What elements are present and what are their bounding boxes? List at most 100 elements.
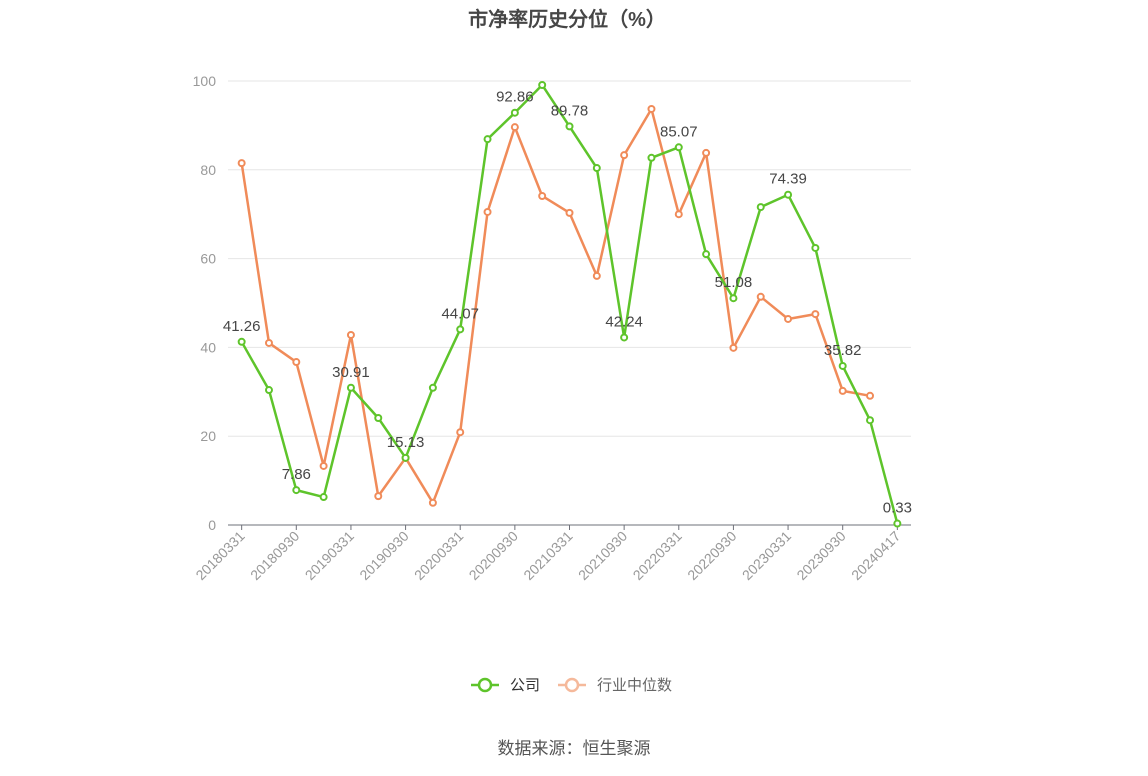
series-line — [240, 83, 899, 524]
data-point[interactable] — [866, 416, 875, 425]
x-tick-label: 20180930 — [247, 528, 303, 584]
y-tick-label: 60 — [200, 251, 216, 267]
data-labels: 41.26 7.86 30.91 15.13 44.07 92.86 89.78 42.24 8… — [223, 89, 912, 517]
data-point[interactable] — [784, 190, 793, 199]
series-lines — [237, 80, 902, 528]
data-point[interactable] — [483, 135, 492, 144]
legend-circle-icon — [564, 677, 580, 693]
data-point[interactable] — [565, 208, 574, 217]
data-point[interactable] — [811, 310, 820, 319]
x-tick-label: 20220930 — [684, 528, 740, 584]
x-tick-label: 20210331 — [520, 528, 576, 584]
data-point[interactable] — [264, 338, 273, 347]
data-point[interactable] — [702, 250, 711, 259]
x-tick-label: 20220331 — [630, 528, 686, 584]
data-point[interactable] — [592, 164, 601, 173]
data-point[interactable] — [428, 498, 437, 507]
data-point[interactable] — [264, 386, 273, 395]
data-point[interactable] — [756, 292, 765, 301]
data-point[interactable] — [538, 191, 547, 200]
data-point[interactable] — [483, 207, 492, 216]
y-tick-label: 20 — [200, 428, 216, 444]
legend-item-company[interactable]: 公司 — [471, 677, 540, 694]
data-point[interactable] — [292, 358, 301, 367]
data-label: 89.78 — [551, 102, 589, 119]
data-label: 44.07 — [441, 305, 479, 322]
data-point[interactable] — [565, 122, 574, 131]
data-label: 74.39 — [769, 171, 807, 188]
data-point[interactable] — [456, 325, 465, 334]
legend-item-industry-median[interactable]: 行业中位数 — [558, 677, 672, 694]
data-source-note: 数据来源：恒生聚源 — [498, 739, 651, 758]
data-point[interactable] — [292, 486, 301, 495]
data-point[interactable] — [647, 104, 656, 113]
chart-title: 市净率历史分位（%） — [468, 7, 666, 31]
data-point[interactable] — [620, 151, 629, 160]
data-label: 42.24 — [605, 313, 643, 330]
legend-label-company: 公司 — [510, 677, 540, 694]
data-label: 0.33 — [883, 500, 912, 517]
data-point[interactable] — [319, 493, 328, 502]
x-tick-label: 20200331 — [411, 528, 467, 584]
data-point[interactable] — [674, 210, 683, 219]
data-point[interactable] — [237, 159, 246, 168]
data-point[interactable] — [729, 343, 738, 352]
data-point[interactable] — [510, 108, 519, 117]
legend-marker-industry-median — [558, 677, 586, 693]
data-point[interactable] — [838, 361, 847, 370]
data-point[interactable] — [784, 314, 793, 323]
data-label: 92.86 — [496, 89, 534, 106]
data-point[interactable] — [756, 203, 765, 212]
data-label: 85.07 — [660, 123, 698, 140]
gridlines — [228, 80, 911, 526]
data-point[interactable] — [346, 330, 355, 339]
x-tick-label: 20210930 — [575, 528, 631, 584]
series-0 — [237, 80, 902, 528]
data-label: 7.86 — [282, 466, 311, 483]
legend-marker-company — [471, 677, 499, 693]
data-point[interactable] — [811, 243, 820, 252]
data-label: 41.26 — [223, 318, 261, 335]
y-tick-label: 80 — [200, 162, 216, 178]
data-point[interactable] — [401, 453, 410, 462]
data-point[interactable] — [237, 337, 246, 346]
x-tick-label: 20240417 — [848, 528, 904, 584]
data-point[interactable] — [893, 519, 902, 528]
x-tick-label: 20230331 — [739, 528, 795, 584]
data-point[interactable] — [729, 294, 738, 303]
y-tick-label: 40 — [200, 339, 216, 355]
legend-circle-icon — [477, 677, 493, 693]
data-point[interactable] — [374, 413, 383, 422]
data-point[interactable] — [592, 271, 601, 280]
x-tick-label: 20190331 — [302, 528, 358, 584]
axes: 0 20 40 60 80 100 20180331 20180930 20190331 2019… — [192, 73, 911, 583]
x-tick-label: 20230930 — [793, 528, 849, 584]
legend-label-industry-median: 行业中位数 — [597, 677, 672, 694]
data-point[interactable] — [346, 383, 355, 392]
y-tick-label: 0 — [208, 517, 216, 533]
data-point[interactable] — [510, 123, 519, 132]
x-tick-label: 20180331 — [192, 528, 248, 584]
x-tick-label: 20200930 — [466, 528, 522, 584]
data-label: 30.91 — [332, 364, 370, 381]
data-label: 15.13 — [387, 434, 425, 451]
data-point[interactable] — [674, 143, 683, 152]
data-point[interactable] — [620, 333, 629, 342]
series-line — [240, 107, 871, 505]
y-tick-label: 100 — [193, 73, 217, 89]
data-point[interactable] — [456, 428, 465, 437]
data-label: 35.82 — [824, 342, 862, 359]
data-point[interactable] — [647, 153, 656, 162]
series-1 — [237, 104, 875, 507]
data-point[interactable] — [538, 80, 547, 89]
data-label: 51.08 — [715, 274, 753, 291]
data-point[interactable] — [838, 386, 847, 395]
data-point[interactable] — [374, 492, 383, 501]
data-point[interactable] — [319, 461, 328, 470]
x-tick-label: 20190930 — [356, 528, 412, 584]
data-point[interactable] — [702, 148, 711, 157]
data-point[interactable] — [428, 383, 437, 392]
data-point[interactable] — [866, 391, 875, 400]
